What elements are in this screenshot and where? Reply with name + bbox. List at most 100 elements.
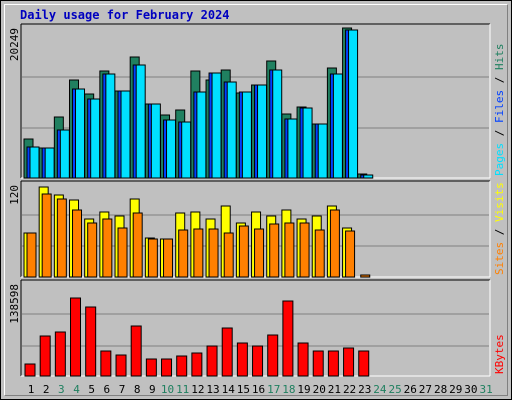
x-tick-label-8: 8 [134,383,141,396]
bar-kbytes-day-1 [24,363,36,377]
bar-pages-day-9 [150,103,161,179]
x-tick-label-13: 13 [206,383,219,396]
bar-kbytes-day-13 [206,345,218,377]
x-tick-label-4: 4 [73,383,80,396]
bar-pages-day-17 [272,69,283,179]
bar-kbytes-day-22 [343,347,355,377]
bar-kbytes-day-15 [236,342,248,377]
bar-sites-day-18 [284,222,295,278]
bar-pages-day-14 [226,81,237,179]
bar-pages-day-13 [211,72,222,179]
legend-part: Sites [493,242,506,275]
x-tick-label-28: 28 [434,383,447,396]
x-tick-label-27: 27 [419,383,432,396]
bar-kbytes-day-21 [327,350,339,377]
bar-pages-day-6 [105,73,116,179]
x-tick-label-9: 9 [149,383,156,396]
bar-sites-day-20 [314,229,325,278]
x-tick-label-3: 3 [58,383,65,396]
bar-kbytes-day-20 [312,350,324,377]
bar-pages-day-12 [196,91,207,179]
x-tick-label-2: 2 [43,383,50,396]
x-tick-label-5: 5 [88,383,95,396]
bar-sites-day-10 [163,238,174,278]
x-tick-label-31: 31 [479,383,492,396]
bar-sites-day-11 [178,229,189,278]
x-tick-label-16: 16 [252,383,265,396]
bar-pages-day-19 [302,107,313,179]
legend-hits-files-pages: Pages / Files / Hits [493,44,506,177]
legend-part: KBytes [493,334,506,374]
legend-part: Pages [493,143,506,176]
bar-pages-day-23 [363,174,374,179]
bar-sites-day-23 [360,274,371,278]
bar-pages-day-18 [287,118,298,179]
x-tick-label-14: 14 [222,383,236,396]
bar-kbytes-day-18 [282,300,294,377]
bar-kbytes-day-4 [70,297,82,377]
x-tick-label-15: 15 [237,383,250,396]
bar-kbytes-day-16 [252,345,264,377]
bar-sites-day-6 [102,218,113,278]
bar-pages-day-1 [29,146,40,179]
bar-pages-day-22 [348,29,359,179]
bar-kbytes-day-3 [54,331,66,377]
bar-pages-day-5 [90,98,101,179]
bar-kbytes-day-7 [115,354,127,377]
bar-pages-day-7 [120,90,131,179]
bar-kbytes-day-11 [176,355,188,377]
bar-sites-day-22 [345,230,356,278]
bar-pages-day-16 [257,84,268,179]
bar-pages-day-8 [135,64,146,179]
bar-sites-day-15 [238,225,249,278]
bar-sites-day-19 [299,222,310,278]
x-tick-label-11: 11 [176,383,189,396]
bar-pages-day-20 [317,123,328,179]
x-tick-label-6: 6 [104,383,111,396]
x-tick-label-21: 21 [328,383,341,396]
bar-sites-day-5 [87,222,98,278]
bar-pages-day-11 [181,121,192,179]
bar-sites-day-13 [208,228,219,278]
legend-part: Hits [493,44,506,71]
x-tick-label-25: 25 [388,383,401,396]
chart-title: Daily usage for February 2024 [20,8,230,22]
bar-sites-day-14 [223,232,234,278]
x-tick-label-17: 17 [267,383,280,396]
bar-kbytes-day-8 [130,325,142,377]
x-tick-label-23: 23 [358,383,371,396]
x-tick-label-20: 20 [313,383,326,396]
bar-sites-day-12 [193,228,204,278]
bar-pages-day-15 [241,91,252,179]
bar-kbytes-day-9 [145,358,157,377]
bar-pages-day-21 [332,73,343,179]
x-tick-label-30: 30 [464,383,477,396]
legend-part: / [493,70,506,90]
legend-part: Visits [493,182,506,222]
legend-part: / [493,123,506,143]
bar-kbytes-day-14 [221,327,233,377]
x-tick-label-24: 24 [373,383,387,396]
bar-sites-day-9 [147,238,158,278]
bar-pages-day-4 [75,88,86,179]
bar-kbytes-day-6 [100,350,112,377]
x-tick-label-1: 1 [28,383,35,396]
chart-bevel [4,4,508,396]
bar-kbytes-day-10 [161,358,173,377]
bar-sites-day-16 [254,228,265,278]
bar-sites-day-21 [329,209,340,278]
bar-sites-day-4 [72,209,83,278]
bar-kbytes-day-2 [39,335,51,377]
max-label-hits-files-pages: 20249 [8,28,21,61]
bar-kbytes-day-23 [358,350,370,377]
bar-sites-day-2 [41,193,52,278]
bar-sites-day-17 [269,223,280,278]
bar-kbytes-day-19 [297,342,309,377]
bar-kbytes-day-17 [267,334,279,377]
x-tick-label-19: 19 [297,383,310,396]
bar-kbytes-day-5 [85,306,97,377]
bar-sites-day-8 [132,212,143,278]
max-label-visits-sites: 120 [8,185,21,205]
max-label-kbytes: 138598 [8,284,21,324]
x-tick-label-18: 18 [282,383,295,396]
